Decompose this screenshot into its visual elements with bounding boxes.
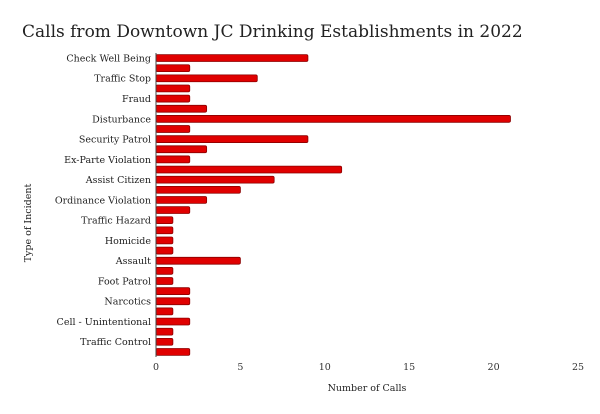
bar [155, 155, 191, 164]
bar [155, 317, 191, 326]
bar [155, 226, 174, 235]
y-tick-label: Ordinance Violation [55, 195, 151, 206]
y-tick-label: Traffic Stop [94, 74, 151, 85]
bar [155, 175, 275, 184]
bar [155, 94, 191, 103]
y-tick-label: Assist Citizen [85, 175, 151, 186]
y-tick-label: Assault [115, 256, 151, 267]
bar [155, 84, 191, 93]
bar [155, 185, 241, 194]
bar [155, 135, 309, 143]
y-tick-label: Ex-Parte Violation [64, 155, 151, 166]
bar [155, 54, 309, 62]
x-tick-label: 0 [153, 362, 159, 373]
bar [155, 64, 191, 73]
y-axis-label: Type of Incident [23, 184, 34, 263]
bar [155, 74, 258, 83]
y-tick-label: Cell - Unintentional [57, 317, 151, 328]
bar [155, 287, 191, 295]
x-tick-labels: 0 5 10 15 20 25 [153, 362, 584, 373]
bar [155, 236, 174, 245]
bar [155, 145, 208, 154]
bar [155, 246, 174, 255]
bar [155, 196, 208, 204]
bar [155, 125, 191, 133]
x-axis-label: Number of Calls [328, 383, 407, 394]
x-tick-label: 15 [403, 362, 415, 373]
bar [155, 115, 511, 123]
bar [155, 327, 174, 336]
y-tick-label: Check Well Being [66, 53, 151, 64]
bar-group [155, 54, 511, 356]
bar [155, 216, 174, 225]
y-tick-label: Narcotics [104, 297, 151, 308]
x-tick-label: 25 [572, 362, 584, 373]
bar [155, 267, 174, 275]
x-tick-label: 5 [237, 362, 243, 373]
bar [155, 206, 191, 214]
x-tick-label: 20 [488, 362, 500, 373]
bar [155, 297, 191, 306]
bar [155, 348, 191, 356]
y-tick-label: Traffic Control [80, 337, 151, 348]
bar [155, 307, 174, 316]
y-tick-label: Security Patrol [79, 135, 151, 146]
chart-title: Calls from Downtown JC Drinking Establis… [22, 22, 523, 42]
bar [155, 337, 174, 346]
bar [155, 165, 343, 174]
bar [155, 277, 174, 285]
bar [155, 104, 208, 113]
y-tick-label: Fraud [122, 94, 151, 105]
x-tick-label: 10 [319, 362, 331, 373]
y-tick-label: Homicide [105, 236, 151, 247]
y-tick-label: Disturbance [92, 114, 151, 125]
bar [155, 256, 241, 265]
y-tick-label: Traffic Hazard [81, 216, 151, 227]
y-tick-label: Foot Patrol [98, 276, 151, 287]
y-tick-labels: Check Well Being Traffic Stop Fraud Disturb… [55, 53, 152, 348]
